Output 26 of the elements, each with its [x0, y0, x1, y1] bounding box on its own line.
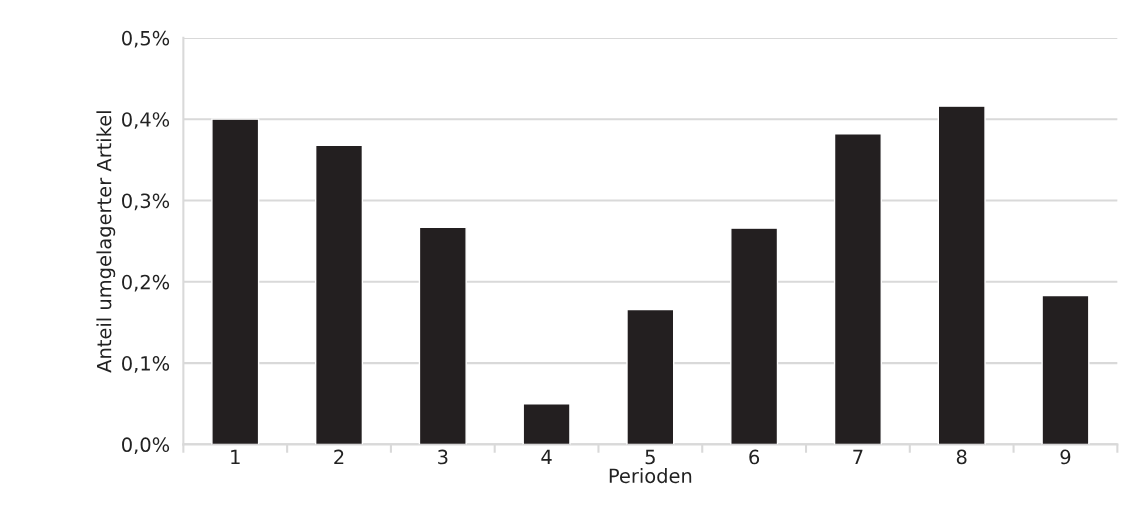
- bar: [522, 403, 571, 445]
- y-tick-label: 0,4%: [122, 112, 170, 129]
- bar: [833, 133, 882, 445]
- x-tick-label: 5: [645, 449, 655, 465]
- y-tick-label: 0,1%: [122, 356, 170, 373]
- y-tick-label: 0,5%: [122, 30, 170, 48]
- y-tick-label: 0,2%: [122, 274, 170, 292]
- x-tick-label: 1: [231, 449, 240, 465]
- x-tick-label: 6: [749, 449, 760, 465]
- x-tick-label: 2: [334, 449, 344, 465]
- x-tick-label: 8: [956, 449, 967, 465]
- bar: [211, 118, 260, 445]
- y-axis-title: Anteil umgelagerter Artikel: [96, 111, 116, 373]
- bar: [418, 226, 467, 445]
- bar: [314, 144, 364, 445]
- y-tick-label: 0,3%: [122, 193, 170, 211]
- x-axis-title: Perioden: [609, 468, 692, 484]
- x-tick-label: 3: [438, 449, 448, 465]
- bar: [626, 308, 675, 445]
- bar: [730, 227, 779, 445]
- bar: [1041, 294, 1090, 445]
- x-tick-label: 4: [541, 449, 552, 465]
- bar: [937, 105, 986, 445]
- y-tick-label: 0,0%: [122, 437, 170, 455]
- x-tick-label: 9: [1060, 449, 1071, 465]
- x-tick-label: 7: [853, 449, 863, 465]
